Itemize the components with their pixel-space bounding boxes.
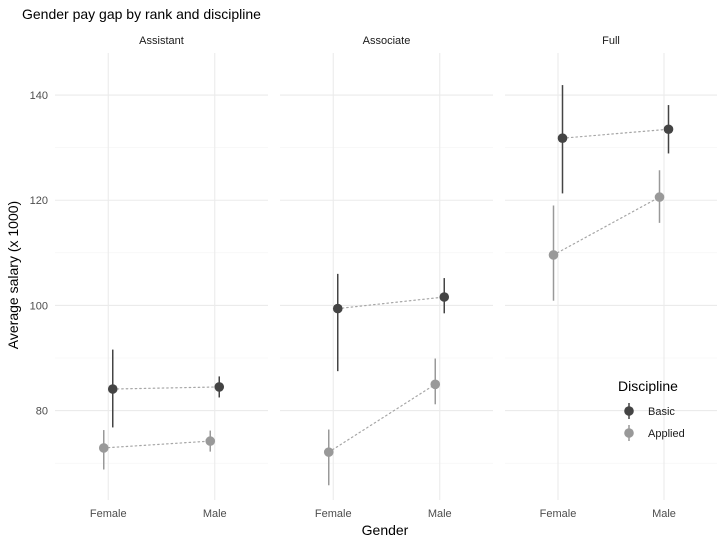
data-point <box>98 443 109 453</box>
data-point <box>557 133 568 143</box>
x-axis-label: Gender <box>362 522 409 538</box>
facet-strip-label: Full <box>602 35 620 47</box>
data-point <box>548 250 559 260</box>
connector-line <box>328 383 436 453</box>
connector-line <box>337 296 445 310</box>
data-point <box>205 436 216 446</box>
legend-title: Discipline <box>618 378 678 394</box>
x-tick-label: Female <box>315 508 352 520</box>
y-tick-label: 140 <box>30 90 48 102</box>
connector-line <box>552 196 661 256</box>
y-axis-label: Average salary (x 1000) <box>5 201 21 349</box>
x-tick-label: Male <box>203 508 227 520</box>
legend-key-point <box>624 428 634 438</box>
y-tick-label: 100 <box>30 300 48 312</box>
connector-line <box>561 128 670 139</box>
data-point <box>323 447 334 457</box>
data-point <box>430 379 441 390</box>
data-point <box>663 124 674 135</box>
x-tick-label: Female <box>90 508 127 520</box>
connector-line <box>112 386 220 390</box>
series-applied <box>98 170 665 486</box>
facet-panel-associate: Associate Female Male <box>280 35 493 520</box>
data-point <box>214 382 225 392</box>
facet-panel-assistant: Assistant Female Male <box>55 35 268 520</box>
legend: Discipline Basic Applied <box>618 378 685 441</box>
y-tick-label: 80 <box>36 406 48 418</box>
y-axis: 80 100 120 140 <box>30 90 48 418</box>
data-point <box>332 303 343 314</box>
facet-panel-full: Full Female Male <box>505 35 717 520</box>
facet-strip-label: Associate <box>363 35 411 47</box>
connector-line <box>103 440 211 449</box>
facet-strip-label: Assistant <box>139 35 184 47</box>
data-point <box>107 384 118 394</box>
legend-entry-label: Basic <box>648 406 675 418</box>
legend-key-point <box>624 406 634 416</box>
chart-title: Gender pay gap by rank and discipline <box>22 6 261 22</box>
x-tick-label: Male <box>652 508 676 520</box>
data-point <box>439 292 450 302</box>
x-tick-label: Male <box>428 508 452 520</box>
legend-entry-label: Applied <box>648 428 685 440</box>
series-basic <box>107 85 674 428</box>
x-tick-label: Female <box>540 508 577 520</box>
y-tick-label: 120 <box>30 195 48 207</box>
data-point <box>654 192 665 202</box>
